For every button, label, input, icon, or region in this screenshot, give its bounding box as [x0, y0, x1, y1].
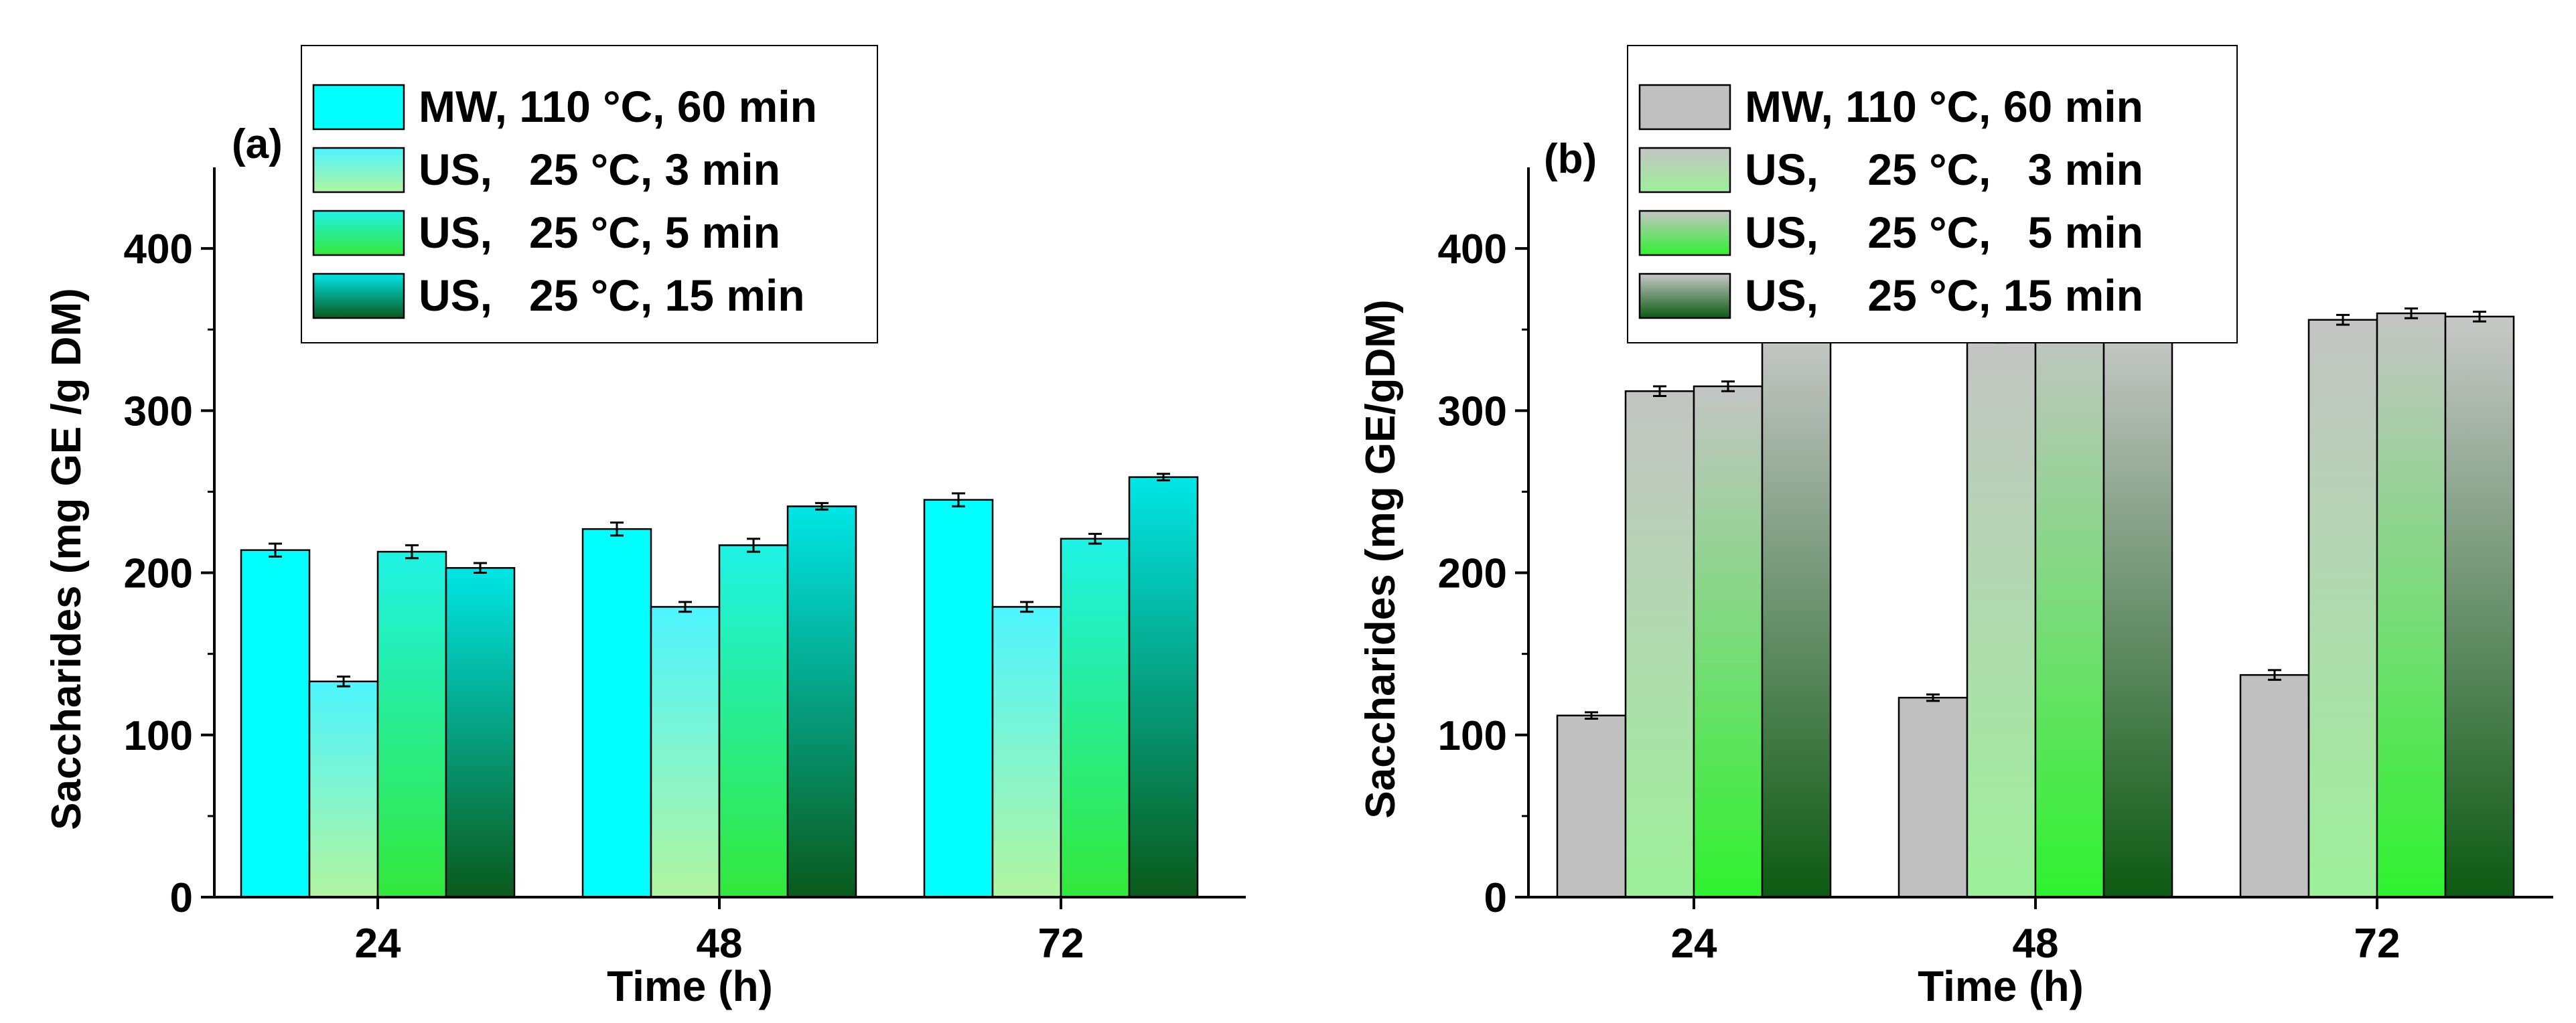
bar	[2034, 319, 2105, 898]
x-tick-label: 48	[2013, 921, 2059, 967]
y-axis-label: Saccharides (mg GE/gDM)	[1358, 299, 1404, 818]
y-tick-label: 300	[1438, 388, 1507, 435]
x-tick-label: 24	[1671, 921, 1717, 967]
x-axis-label: Time (h)	[607, 962, 773, 1010]
y-tick-label: 300	[124, 388, 193, 435]
bar	[445, 567, 516, 898]
x-tick-label: 48	[697, 921, 743, 967]
bar	[2239, 674, 2310, 898]
x-tick-label: 24	[355, 921, 401, 967]
panel-label: (a)	[232, 121, 283, 167]
legend-label: US, 25 °C, 3 min	[1745, 145, 2143, 194]
legend-swatch	[1638, 84, 1731, 131]
y-tick-label: 100	[124, 713, 193, 759]
bar	[1060, 538, 1131, 898]
chart-panel-b: 24 48 72 0 100 200 300 400 Time (h) Saccharides (…	[1358, 45, 2553, 1010]
bar	[2102, 325, 2173, 898]
legend-label: US, 25 °C, 5 min	[419, 208, 780, 257]
x-tick-label: 72	[2354, 921, 2401, 967]
y-tick-label: 400	[1438, 226, 1507, 272]
y-tick-label: 0	[1484, 875, 1507, 921]
legend-label: US, 25 °C, 15 min	[419, 270, 805, 320]
bar	[1966, 337, 2037, 898]
y-tick-label: 200	[1438, 551, 1507, 597]
legend-swatch	[1638, 210, 1731, 256]
y-tick-label: 0	[170, 875, 193, 921]
legend-label: US, 25 °C, 3 min	[419, 145, 780, 194]
bar	[1693, 385, 1764, 898]
bar	[1761, 327, 1832, 898]
bar	[2307, 319, 2378, 898]
legend-swatch	[312, 84, 405, 131]
legend-swatch	[312, 147, 405, 193]
legend-label: MW, 110 °C, 60 min	[419, 82, 817, 131]
bar	[1624, 390, 1695, 898]
legend: MW, 110 °C, 60 min US, 25 °C, 3 min US, 25…	[1627, 45, 2238, 343]
bar	[1556, 714, 1627, 898]
y-tick-label: 200	[124, 551, 193, 597]
legend: MW, 110 °C, 60 min US, 25 °C, 3 min US, 25…	[301, 45, 878, 343]
bar	[308, 680, 379, 898]
panel-label: (b)	[1544, 136, 1597, 182]
legend-label: US, 25 °C, 15 min	[1745, 270, 2143, 320]
bar	[2444, 315, 2515, 898]
bar	[991, 606, 1062, 898]
bar	[1898, 696, 1969, 898]
legend-swatch	[1638, 147, 1731, 193]
bar	[786, 505, 857, 898]
x-axis-label: Time (h)	[1918, 962, 2084, 1010]
chart-panel-a: 24 48 72 0 100 200 300 400 Time (h) Saccharides (…	[44, 45, 1246, 1010]
bar	[650, 606, 721, 898]
legend-swatch	[312, 272, 405, 319]
legend-swatch	[1638, 272, 1731, 319]
bar	[2376, 312, 2447, 898]
x-tick-label: 72	[1038, 921, 1084, 967]
legend-swatch	[312, 210, 405, 256]
y-tick-label: 400	[124, 226, 193, 272]
y-axis-label: Saccharides (mg GE /g DM)	[44, 288, 90, 830]
legend-label: US, 25 °C, 5 min	[1745, 208, 2143, 257]
y-tick-label: 100	[1438, 713, 1507, 759]
bar	[1128, 476, 1199, 898]
bar	[581, 528, 652, 898]
bar	[718, 544, 789, 898]
bar	[923, 499, 994, 898]
bar	[240, 549, 311, 898]
bar	[376, 550, 447, 898]
legend-label: MW, 110 °C, 60 min	[1745, 82, 2143, 131]
